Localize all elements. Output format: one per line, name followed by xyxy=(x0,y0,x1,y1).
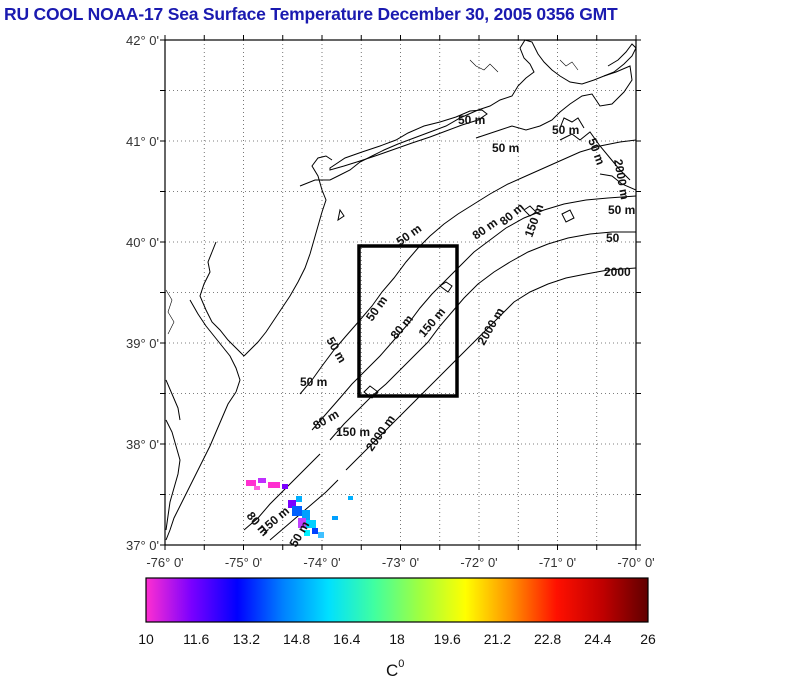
contour-label: 50 m xyxy=(363,293,390,323)
latitude-labels: 42° 0' 41° 0' 40° 0' 39° 0' 38° 0' 37° 0' xyxy=(126,33,159,553)
contour-label: 50 m xyxy=(585,136,608,166)
longitude-tick-label: -71° 0' xyxy=(539,555,576,570)
colorbar-tick-label: 13.2 xyxy=(233,631,260,647)
longitude-tick-label: -76° 0' xyxy=(146,555,183,570)
contour-label: 50 xyxy=(606,231,620,245)
latitude-tick-label: 41° 0' xyxy=(126,134,159,149)
latitude-tick-label: 38° 0' xyxy=(126,437,159,452)
longitude-tick-label: -70° 0' xyxy=(617,555,654,570)
contour-label: 2000 m xyxy=(611,158,632,201)
colorbar-gradient xyxy=(145,577,649,623)
longitude-tick-label: -74° 0' xyxy=(303,555,340,570)
latitude-tick-label: 37° 0' xyxy=(126,538,159,553)
longitude-tick-label: -72° 0' xyxy=(460,555,497,570)
study-area-box xyxy=(357,244,459,398)
longitude-tick-label: -73° 0' xyxy=(382,555,419,570)
sst-data-patches xyxy=(246,478,353,538)
contour-label: 80 m xyxy=(470,215,500,242)
colorbar-tick-label: 14.8 xyxy=(283,631,310,647)
latitude-tick-label: 42° 0' xyxy=(126,33,159,48)
contour-label: 50 m xyxy=(300,375,327,389)
colorbar-tick-label: 19.6 xyxy=(434,631,461,647)
contour-label: 50 m xyxy=(492,141,519,155)
colorbar-unit-label: C0 xyxy=(386,658,404,680)
colorbar-tick-label: 11.6 xyxy=(183,631,209,647)
contour-label: 50 m xyxy=(552,123,579,137)
contour-label: 2000 m xyxy=(474,305,506,347)
contour-label: 80 m xyxy=(388,312,416,342)
axis-ticks xyxy=(160,35,641,550)
colorbar-tick-label: 22.8 xyxy=(534,631,561,647)
colorbar-tick-label: 16.4 xyxy=(333,631,360,647)
colorbar: 10 11.6 13.2 14.8 16.4 18 19.6 21.2 22.8 24.4 26 C… xyxy=(138,577,656,680)
contour-label: 80 m xyxy=(497,200,527,228)
longitude-tick-label: -75° 0' xyxy=(225,555,262,570)
colorbar-tick-label: 26 xyxy=(640,631,656,647)
colorbar-tick-labels: 10 11.6 13.2 14.8 16.4 18 19.6 21.2 22.8 24.4 26 xyxy=(138,631,656,647)
contour-label: 2000 xyxy=(604,265,631,279)
contour-label: 150 m xyxy=(522,202,547,239)
contour-label: 50 m xyxy=(323,335,349,366)
latitude-tick-label: 40° 0' xyxy=(126,235,159,250)
land-shading xyxy=(165,59,579,335)
colorbar-tick-label: 10 xyxy=(138,631,154,647)
contour-label: 50 m xyxy=(458,113,485,127)
contour-label: 50 m xyxy=(608,203,635,217)
colorbar-tick-label: 24.4 xyxy=(584,631,611,647)
latitude-tick-label: 39° 0' xyxy=(126,336,159,351)
colorbar-tick-label: 18 xyxy=(389,631,405,647)
coastline xyxy=(165,39,637,541)
contour-label: 150 m xyxy=(336,425,370,439)
map-gridlines xyxy=(165,40,636,545)
map-title: RU COOL NOAA-17 Sea Surface Temperature … xyxy=(4,4,618,24)
colorbar-tick-label: 21.2 xyxy=(484,631,511,647)
longitude-labels: -76° 0' -75° 0' -74° 0' -73° 0' -72° 0' -71° … xyxy=(146,555,654,570)
